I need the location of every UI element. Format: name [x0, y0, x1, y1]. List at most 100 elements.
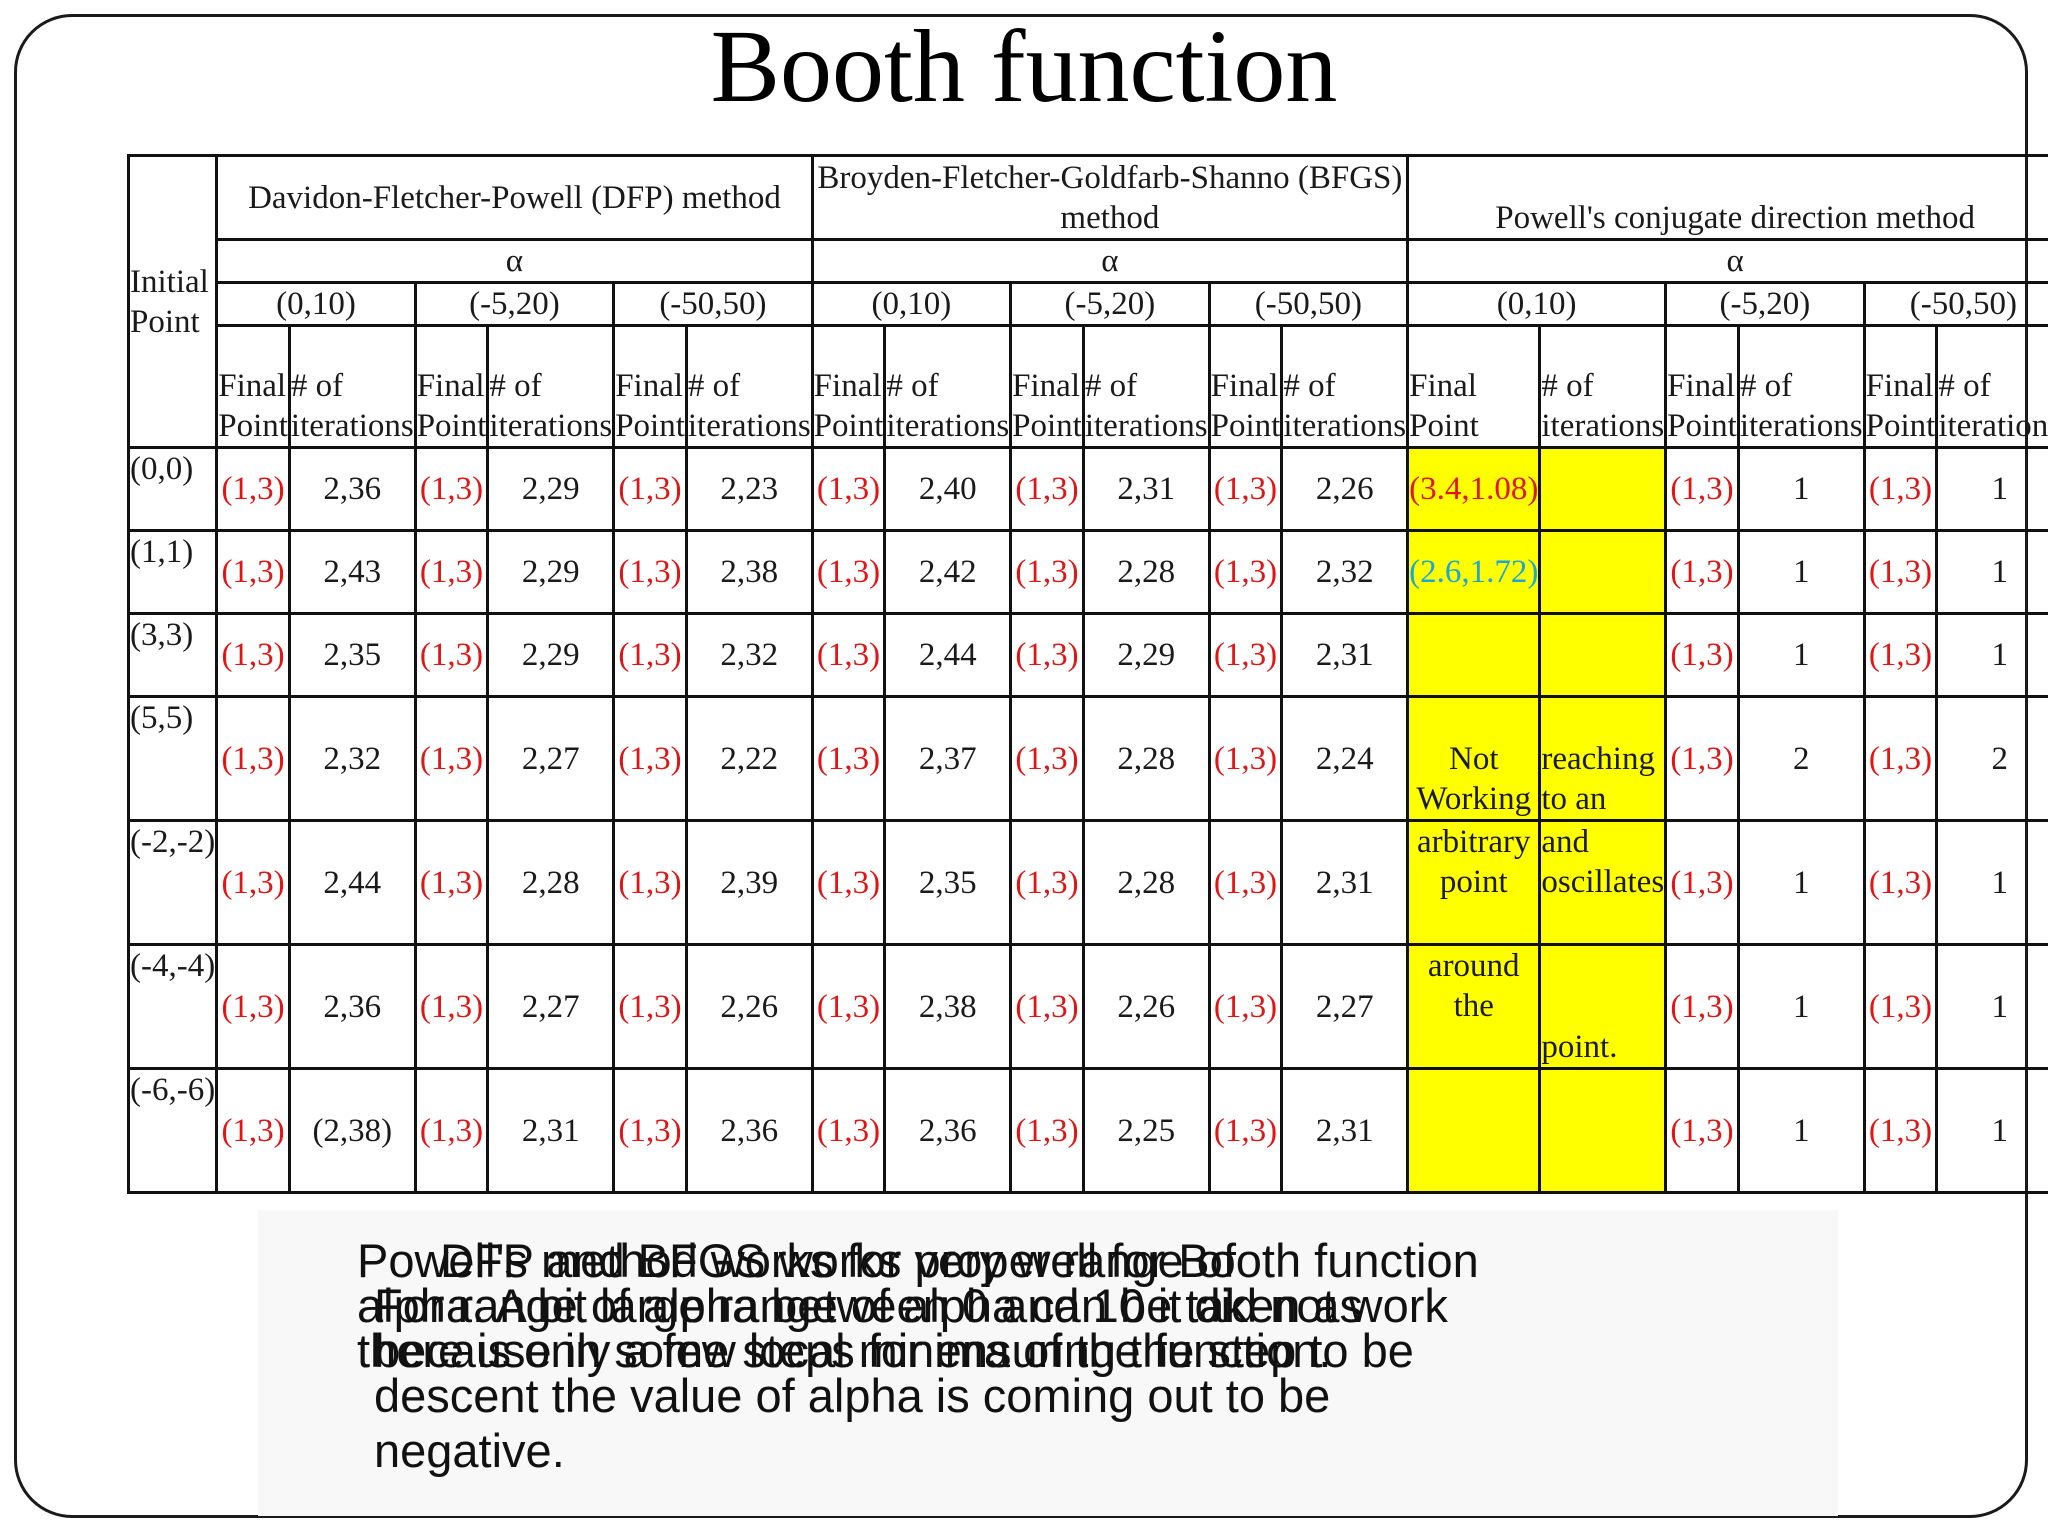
table-row: (5,5) (1,3) 2,32 (1,3) 2,27 (1,3) 2,22 (1,3) 2,3…	[126, 695, 2048, 822]
initial-point-cell: (-4,-4)	[126, 943, 219, 1070]
initial-point-cell: (0,0)	[126, 446, 219, 532]
iterations-cell: 2,27	[486, 695, 616, 822]
final-point-cell: (1,3)	[1207, 819, 1284, 946]
initial-point-cell: (3,3)	[126, 612, 219, 698]
iterations-cell: 2,25	[1081, 1067, 1211, 1194]
initial-point-cell: (5,5)	[126, 695, 219, 822]
iterations-cell: 2,22	[684, 695, 814, 822]
powell-iterations-cell	[1538, 612, 1668, 698]
notes-text-powell: Powell's method works for proper range o…	[357, 1234, 1448, 1477]
final-point-cell: (1,3)	[1664, 612, 1740, 698]
alpha-range-header: (0,10)	[215, 281, 417, 327]
iterations-cell: 2,36	[684, 1067, 814, 1194]
alpha-range-header: (-50,50)	[1207, 281, 1410, 327]
iterations-cell: 1	[1736, 529, 1866, 615]
iterations-cell: 2,31	[1081, 446, 1211, 532]
iterations-cell: 1	[1935, 446, 2048, 532]
final-point-cell: (1,3)	[1664, 695, 1740, 822]
final-point-cell: (1,3)	[1009, 695, 1085, 822]
final-point-cell: (1,3)	[413, 1067, 490, 1194]
final-point-cell: (1,3)	[1862, 612, 1939, 698]
final-point-cell: (1,3)	[1009, 819, 1085, 946]
iterations-cell: 2,29	[1081, 612, 1211, 698]
final-point-cell: (1,3)	[413, 529, 490, 615]
col-iterations-header: # of iterations	[486, 324, 616, 449]
final-point-cell: (1,3)	[810, 612, 887, 698]
initial-point-cell: (-6,-6)	[126, 1067, 219, 1194]
final-point-cell: (1,3)	[413, 819, 490, 946]
final-point-cell: (1,3)	[612, 612, 688, 698]
final-point-cell: (1,3)	[1862, 943, 1939, 1070]
col-final-point-header: Final Point	[413, 324, 490, 449]
iterations-cell: 1	[1935, 943, 2048, 1070]
col-final-point-header: Final Point	[1207, 324, 1284, 449]
method-header-dfp: Davidon-Fletcher-Powell (DFP) method	[215, 154, 814, 241]
final-point-cell: (1,3)	[1664, 1067, 1740, 1194]
col-iterations-header: # of iterations	[1736, 324, 1866, 449]
table-row: (3,3) (1,3) 2,35 (1,3) 2,29 (1,3) 2,32 (1,3) 2,4…	[126, 612, 2048, 698]
powell-final-point-cell: around the	[1406, 943, 1542, 1070]
col-iterations-header: # of iterations	[1280, 324, 1410, 449]
iterations-cell: 1	[1736, 1067, 1866, 1194]
initial-point-header: Initial Point	[126, 154, 219, 449]
final-point-cell: (1,3)	[612, 1067, 688, 1194]
powell-final-point-cell: Not Working	[1406, 695, 1542, 822]
powell-iterations-cell: point.	[1538, 943, 1668, 1070]
powell-final-point-cell	[1406, 612, 1542, 698]
notes-text-dfp-bfgs: DFP and BFGS works very well for Booth f…	[357, 1234, 1479, 1377]
final-point-cell: (1,3)	[1664, 943, 1740, 1070]
iterations-cell: 2,29	[486, 446, 616, 532]
final-point-cell: (1,3)	[1207, 612, 1284, 698]
final-point-cell: (1,3)	[1207, 695, 1284, 822]
iterations-cell: 2,44	[287, 819, 417, 946]
iterations-cell: 2,32	[684, 612, 814, 698]
final-point-cell: (1,3)	[215, 819, 291, 946]
final-point-cell: (1,3)	[612, 819, 688, 946]
powell-iterations-cell: and oscillates	[1538, 819, 1668, 946]
table-row: (-4,-4) (1,3) 2,36 (1,3) 2,27 (1,3) 2,26 (1,3) 2…	[126, 943, 2048, 1070]
powell-iterations-cell	[1538, 529, 1668, 615]
powell-iterations-cell	[1538, 446, 1668, 532]
final-point-cell: (1,3)	[1207, 1067, 1284, 1194]
alpha-range-header: (-5,20)	[1009, 281, 1211, 327]
table-row: (-2,-2) (1,3) 2,44 (1,3) 2,28 (1,3) 2,39 (1,3) 2…	[126, 819, 2048, 946]
iterations-cell: 2	[1935, 695, 2048, 822]
iterations-cell: 2	[1736, 695, 1866, 822]
iterations-cell: 2,31	[486, 1067, 616, 1194]
iterations-cell: 2,36	[287, 943, 417, 1070]
final-point-cell: (1,3)	[1207, 446, 1284, 532]
final-point-cell: (1,3)	[1862, 695, 1939, 822]
iterations-cell: 2,36	[287, 446, 417, 532]
final-point-cell: (1,3)	[1207, 529, 1284, 615]
col-iterations-header: # of iterations	[287, 324, 417, 449]
iterations-cell: 2,26	[684, 943, 814, 1070]
final-point-cell: (1,3)	[215, 529, 291, 615]
powell-final-point-cell: (3.4,1.08)	[1406, 446, 1542, 532]
final-point-cell: (1,3)	[612, 446, 688, 532]
iterations-cell: 2,44	[883, 612, 1013, 698]
iterations-cell: 2,31	[1280, 1067, 1410, 1194]
notes-panel	[258, 1210, 1838, 1516]
col-final-point-header: Final Point	[612, 324, 688, 449]
iterations-cell: 1	[1935, 1067, 2048, 1194]
iterations-cell: 2,36	[883, 1067, 1013, 1194]
final-point-cell: (1,3)	[1009, 1067, 1085, 1194]
iterations-cell: 2,31	[1280, 612, 1410, 698]
final-point-cell: (1,3)	[1009, 943, 1085, 1070]
col-iterations-header: # of iterations	[883, 324, 1013, 449]
final-point-cell: (1,3)	[810, 1067, 887, 1194]
final-point-cell: (1,3)	[1009, 529, 1085, 615]
final-point-cell: (1,3)	[612, 695, 688, 822]
initial-point-cell: (1,1)	[126, 529, 219, 615]
final-point-cell: (1,3)	[1009, 612, 1085, 698]
method-header-bfgs: Broyden-Fletcher-Goldfarb-Shanno (BFGS) …	[810, 154, 1410, 241]
final-point-cell: (1,3)	[810, 819, 887, 946]
col-final-point-header: Final Point	[1862, 324, 1939, 449]
iterations-cell: 2,35	[287, 612, 417, 698]
final-point-cell: (1,3)	[810, 446, 887, 532]
iterations-cell: 2,29	[486, 529, 616, 615]
iterations-cell: 2,27	[1280, 943, 1410, 1070]
powell-final-point-cell: arbitrary point	[1406, 819, 1542, 946]
iterations-cell: 2,26	[1081, 943, 1211, 1070]
final-point-cell: (1,3)	[810, 695, 887, 822]
